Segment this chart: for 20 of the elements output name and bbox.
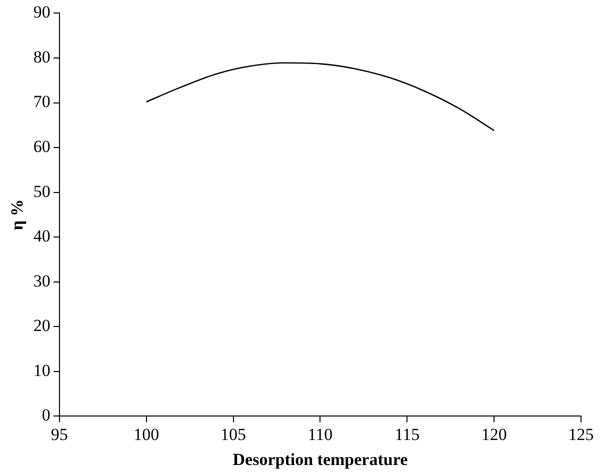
y-tick-label: 20 bbox=[33, 316, 50, 336]
y-tick-label: 10 bbox=[33, 360, 50, 380]
x-axis-title: Desorption temperature bbox=[232, 450, 408, 470]
y-tick-label: 70 bbox=[33, 92, 50, 112]
x-tick-label: 115 bbox=[394, 424, 420, 444]
y-tick-label: 80 bbox=[33, 47, 50, 66]
x-tick-label: 125 bbox=[568, 424, 594, 444]
y-tick-label: 30 bbox=[33, 271, 50, 290]
y-tick-label: 90 bbox=[33, 2, 50, 22]
x-tick-label: 105 bbox=[220, 424, 246, 444]
x-tick-label: 100 bbox=[134, 424, 160, 444]
line-series bbox=[146, 62, 495, 132]
x-tick-label: 120 bbox=[481, 424, 507, 444]
y-tick-label: 40 bbox=[33, 226, 50, 246]
y-tick-label: 50 bbox=[33, 182, 50, 201]
x-tick-label: 95 bbox=[50, 424, 68, 444]
y-tick-label: 60 bbox=[33, 137, 50, 156]
y-axis-title: η % bbox=[8, 199, 27, 230]
x-tick-label: 110 bbox=[308, 424, 333, 444]
y-tick-label: 0 bbox=[42, 406, 50, 425]
